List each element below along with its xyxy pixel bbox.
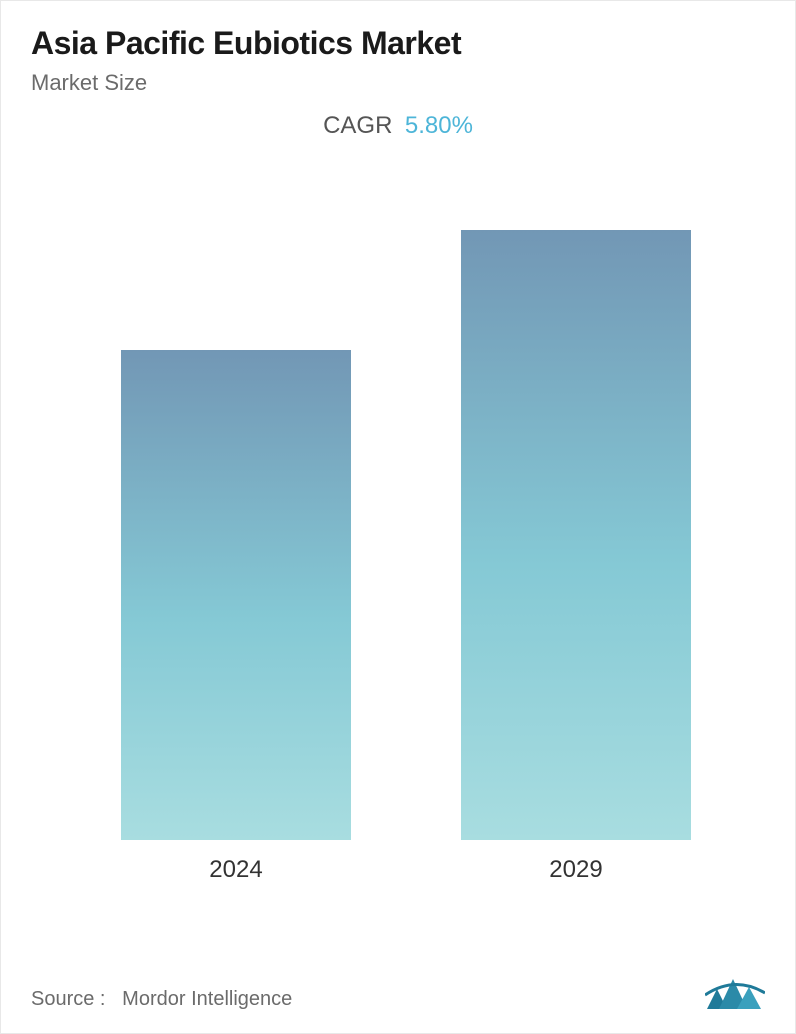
bar-fill <box>461 230 691 840</box>
source-label: Source : <box>31 988 105 1010</box>
chart-area: 2024 2029 <box>1 180 795 900</box>
source-attribution: Source : Mordor Intelligence <box>31 988 292 1011</box>
chart-title: Asia Pacific Eubiotics Market <box>31 25 765 62</box>
bar-2029: 2029 <box>461 230 691 840</box>
cagr-indicator: CAGR 5.80% <box>31 112 765 140</box>
cagr-label: CAGR <box>323 112 392 139</box>
bar-label-2029: 2029 <box>461 856 691 884</box>
bar-label-2024: 2024 <box>121 856 351 884</box>
chart-header: Asia Pacific Eubiotics Market Market Siz… <box>1 1 795 150</box>
bar-fill <box>121 350 351 840</box>
cagr-value: 5.80% <box>405 112 473 139</box>
chart-subtitle: Market Size <box>31 70 765 96</box>
bar-2024: 2024 <box>121 350 351 840</box>
mordor-logo-icon <box>705 975 765 1011</box>
source-name: Mordor Intelligence <box>122 988 292 1010</box>
chart-footer: Source : Mordor Intelligence <box>31 975 765 1011</box>
